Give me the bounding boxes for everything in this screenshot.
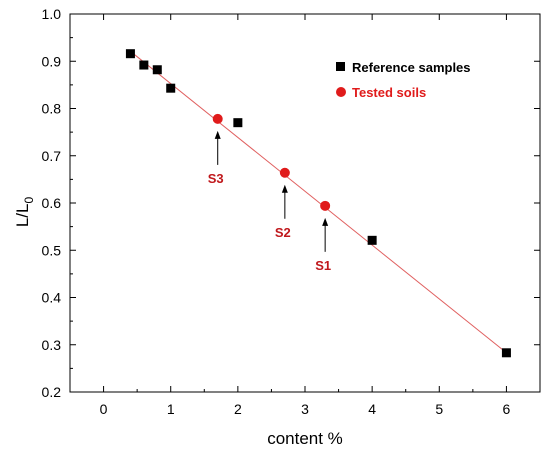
y-tick-label: 0.7	[42, 148, 62, 164]
reference-sample-point	[152, 65, 162, 75]
annotation-label-s1: S1	[315, 258, 331, 273]
reference-sample-point	[501, 348, 511, 358]
legend: Reference samples Tested soils	[336, 60, 471, 100]
y-tick-label: 0.8	[42, 101, 62, 117]
x-tick-label: 4	[368, 401, 376, 417]
ticks-layer: 0 1 2 3 4 5 6 0.2 0.3 0.4 0.5 0.6 0.7 0.8 0.9 1.0	[42, 6, 540, 417]
annotation-arrowhead	[281, 184, 288, 193]
points-layer	[125, 49, 511, 358]
y-axis-title-main: L/L	[13, 204, 32, 228]
reference-sample-point	[125, 49, 135, 59]
y-tick-label: 0.4	[42, 290, 62, 306]
annotation-arrowhead	[322, 217, 329, 226]
y-tick-label: 0.9	[42, 53, 62, 69]
x-tick-label: 2	[234, 401, 242, 417]
y-tick-label: 0.5	[42, 242, 62, 258]
legend-label-tested-soils: Tested soils	[352, 85, 426, 100]
annotations-layer: S3 S2 S1	[208, 130, 331, 273]
x-tick-label: 5	[435, 401, 443, 417]
tested-soil-point	[212, 113, 223, 124]
x-tick-label: 1	[167, 401, 175, 417]
annotation-arrowhead	[214, 130, 221, 139]
y-tick-label: 0.2	[42, 384, 62, 400]
y-tick-label: 0.3	[42, 337, 62, 353]
annotation-label-s2: S2	[275, 225, 291, 240]
reference-sample-point	[367, 235, 377, 245]
reference-sample-point	[139, 60, 149, 70]
reference-sample-point	[233, 118, 243, 128]
legend-marker-reference-samples	[336, 62, 345, 71]
y-tick-label: 1.0	[42, 6, 62, 22]
y-tick-label: 0.6	[42, 195, 62, 211]
x-tick-label: 0	[100, 401, 108, 417]
y-axis-title-subscript: 0	[22, 197, 36, 204]
x-tick-label: 3	[301, 401, 309, 417]
tested-soil-point	[320, 200, 331, 211]
reference-sample-point	[166, 83, 176, 93]
x-axis-title: content %	[267, 429, 343, 448]
legend-marker-tested-soils	[336, 87, 346, 97]
fit-line	[130, 50, 507, 354]
fit-line-layer	[130, 50, 507, 354]
x-tick-label: 6	[503, 401, 511, 417]
legend-label-reference-samples: Reference samples	[352, 60, 471, 75]
annotation-label-s3: S3	[208, 171, 224, 186]
y-axis-title: L/L0	[13, 197, 36, 228]
tested-soil-point	[279, 167, 290, 178]
